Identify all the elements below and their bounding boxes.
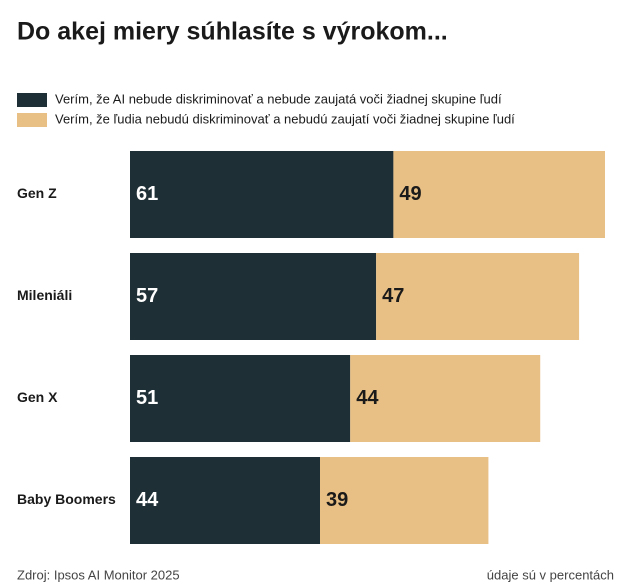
category-label: Mileniáli xyxy=(17,287,72,303)
source: Zdroj: Ipsos AI Monitor 2025 xyxy=(17,567,180,582)
value-label: 47 xyxy=(382,285,404,307)
category-label: Gen X xyxy=(17,389,58,405)
category-label: Gen Z xyxy=(17,185,57,201)
legend-label: Verím, že ľudia nebudú diskriminovať a n… xyxy=(55,111,515,126)
value-label: 49 xyxy=(399,183,421,205)
bar-segment xyxy=(130,355,351,442)
note: údaje sú v percentách xyxy=(487,567,614,582)
bar-segment xyxy=(350,355,541,442)
bar-segment xyxy=(393,151,605,238)
legend-swatch xyxy=(17,93,47,107)
bar-segment xyxy=(130,151,394,238)
value-label: 44 xyxy=(356,387,379,409)
bar-segment xyxy=(376,253,580,340)
bar-segment xyxy=(130,253,377,340)
category-label: Baby Boomers xyxy=(17,491,116,507)
value-label: 51 xyxy=(136,387,158,409)
bar-segment xyxy=(130,457,320,544)
legend-label: Verím, že AI nebude diskriminovať a nebu… xyxy=(55,91,502,106)
value-label: 61 xyxy=(136,183,158,205)
value-label: 39 xyxy=(326,489,348,511)
legend-swatch xyxy=(17,113,47,127)
value-label: 57 xyxy=(136,285,158,307)
value-label: 44 xyxy=(136,489,159,511)
bar-segment xyxy=(320,457,489,544)
chart-title: Do akej miery súhlasíte s výrokom... xyxy=(17,18,448,46)
